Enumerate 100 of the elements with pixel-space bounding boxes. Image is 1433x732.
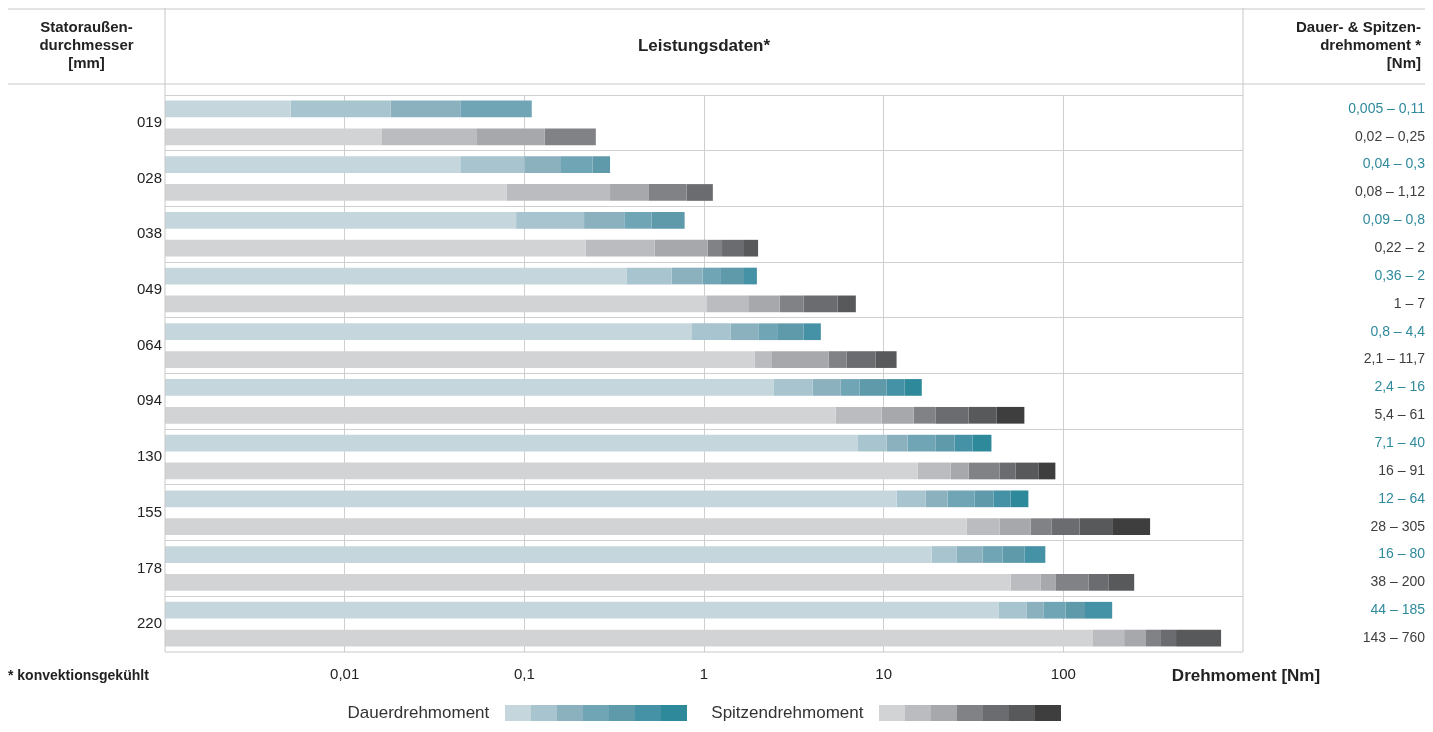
bar [706,295,749,313]
bar [165,323,692,341]
bar [907,434,936,452]
y2-tick-label: 2,4 – 16 [1374,378,1426,395]
bar [771,351,829,368]
bar [460,156,525,173]
y-tick-label: 220 [136,614,162,632]
bar [996,406,1025,424]
y2-tick-label: 16 – 80 [1378,545,1426,562]
bar [998,601,1027,619]
bar [1038,462,1056,480]
y2-tick-label: 0,36 – 2 [1374,266,1426,283]
bar [972,434,992,452]
bar [1176,629,1222,647]
bar [165,546,932,563]
y2-tick-label: 5,4 – 61 [1374,406,1426,423]
bar [999,462,1016,480]
bar [954,434,973,452]
y-tick-label: 094 [136,391,162,409]
y-tick-label: 019 [136,112,162,130]
bar [720,267,745,285]
bar [381,128,477,146]
bar [165,267,627,285]
bar [758,323,778,341]
x-tick-label: 10 [875,665,893,683]
bar [835,406,882,424]
bar [584,211,625,229]
bar [165,100,291,118]
bar [460,100,532,118]
y-axis-title: Statoraußen- durchmesser [mm] [39,18,134,72]
y-tick-label: 130 [136,447,162,465]
bar [812,379,841,396]
bar [881,406,914,424]
bar [702,267,721,285]
bar [691,323,731,341]
bar [1088,574,1109,591]
bar [651,211,685,229]
bar [707,239,723,257]
bar [1145,629,1161,647]
y-tick-label: 038 [136,224,162,242]
bar [165,490,897,508]
bar [1010,574,1041,591]
bar [896,490,926,508]
bar [993,490,1011,508]
bar [966,518,1000,536]
bar [904,379,922,396]
y2-tick-label: 0,02 – 0,25 [1354,127,1426,144]
bar [390,100,461,118]
bar [1040,574,1056,591]
bar [754,351,772,368]
bar [648,184,687,201]
bar [516,211,585,229]
bar [290,100,391,118]
bar [803,295,838,313]
bar [654,239,708,257]
bar [165,601,999,619]
bar [837,295,856,313]
x-axis-title: Drehmoment [Nm] [1171,665,1321,685]
bar [1030,518,1052,536]
bar [1002,546,1025,563]
legend-label: Spitzendrehmoment [711,703,864,723]
y2-tick-label: 0,04 – 0,3 [1362,155,1426,172]
bar [840,379,860,396]
bar [779,295,804,313]
y2-axis-title: Dauer- & Spitzen- drehmoment * [Nm] [1295,18,1422,72]
y2-tick-label: 28 – 305 [1370,517,1426,534]
x-tick-label: 0,1 [513,665,535,683]
bar [686,184,713,201]
bar [1085,601,1113,619]
bar [476,128,545,146]
bar [1026,601,1044,619]
bar [950,462,969,480]
bar [1055,574,1089,591]
bar [974,490,994,508]
y-tick-label: 049 [136,280,162,298]
bar [982,546,1003,563]
bar [913,406,936,424]
y2-tick-label: 0,22 – 2 [1374,239,1426,256]
x-tick-label: 100 [1050,665,1076,683]
y2-tick-label: 0,08 – 1,12 [1354,183,1426,200]
bar [165,211,517,229]
bar [1024,546,1046,563]
y2-tick-label: 16 – 91 [1378,461,1426,478]
bar [624,211,652,229]
bar [1065,601,1085,619]
bar [524,156,562,173]
y2-tick-label: 1 – 7 [1393,294,1426,311]
chart-title: Leistungsdaten* [637,35,771,55]
bar [1092,629,1125,647]
bar [917,462,951,480]
bar [935,434,955,452]
bar [1108,574,1135,591]
bar [875,351,897,368]
bar [748,295,780,313]
bar [803,323,821,341]
y2-tick-label: 0,005 – 0,11 [1348,99,1426,116]
bar [744,239,759,257]
y-tick-label: 155 [136,502,162,520]
text: * konvektionsgekühlt [8,666,150,683]
bar [585,239,655,257]
